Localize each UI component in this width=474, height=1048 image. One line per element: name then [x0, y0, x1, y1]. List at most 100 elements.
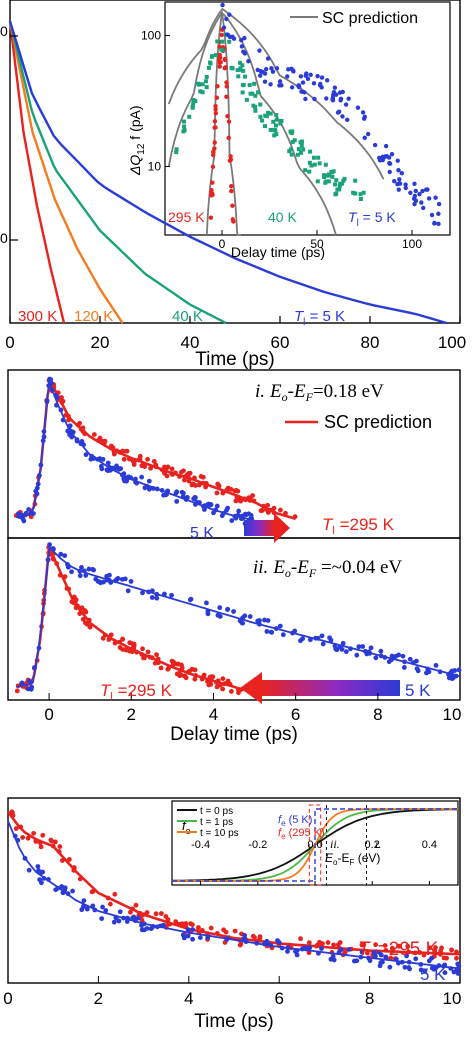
bii-point-1 [95, 579, 101, 584]
inset-point-2 [338, 98, 343, 103]
inset-point-2 [308, 72, 313, 78]
inset-point-1 [295, 152, 300, 157]
inset-point-0 [212, 125, 217, 130]
bii-point-1 [300, 636, 306, 642]
bii-point-1 [231, 609, 236, 614]
inset-point-1 [244, 97, 249, 102]
c-point-1 [197, 935, 203, 941]
bii-point-1 [354, 652, 360, 658]
inset-label-5k-T: T [348, 209, 358, 225]
inset-point-1 [220, 39, 225, 44]
bii-point-1 [242, 613, 248, 619]
inset-point-1 [299, 143, 304, 148]
inset-point-2 [318, 81, 323, 87]
c-point-0 [153, 911, 159, 917]
bi-fit-0 [15, 379, 296, 521]
bii-point-0 [82, 620, 88, 626]
inset-point-0 [213, 103, 218, 109]
inset-point-0 [222, 56, 228, 62]
bii-roman: ii. [253, 557, 268, 578]
bi-sub1: o [282, 390, 288, 404]
inset-point-1 [325, 173, 330, 178]
bii-fit-0 [16, 543, 255, 695]
c-point-0 [179, 921, 185, 927]
bii-point-1 [328, 637, 334, 643]
ci-xlabel-sub1: o [333, 858, 338, 867]
inset-point-1 [311, 155, 316, 160]
bi-sub2: F [305, 390, 314, 404]
c-point-1 [124, 919, 130, 924]
inset-point-2 [412, 201, 417, 207]
bii-point-1 [104, 573, 110, 579]
c-point-0 [335, 942, 341, 948]
bii-point-1 [373, 655, 379, 661]
inset-point-2 [392, 179, 397, 184]
bi-point-0 [216, 483, 222, 489]
inset-point-2 [429, 212, 435, 218]
bi-fit-1 [16, 381, 255, 522]
bii-point-1 [433, 662, 439, 668]
inset-point-1 [208, 60, 213, 65]
bii-point-1 [169, 592, 174, 598]
bii-point-1 [62, 553, 68, 559]
bii-point-1 [79, 564, 84, 570]
label-40k: 40 K [172, 308, 203, 325]
c-point-1 [306, 945, 312, 951]
bii-point-1 [205, 611, 211, 617]
inset-point-1 [241, 68, 246, 73]
bi-gradient-arrow-body [244, 520, 274, 536]
c-point-0 [25, 835, 31, 841]
inset-point-2 [436, 201, 442, 207]
bii-point-1 [149, 595, 155, 600]
inset-point-2 [399, 171, 404, 176]
inset-xtick-labels: 0 50 100 [219, 237, 423, 251]
c-point-0 [20, 835, 26, 840]
inset-point-2 [436, 221, 441, 227]
c-point-0 [359, 942, 365, 948]
inset-ylabel-sub: 12 [136, 143, 147, 155]
panel-a-ytick-top: 0 [0, 23, 8, 39]
c-point-1 [451, 969, 457, 975]
inset-point-1 [252, 81, 257, 86]
inset-label-295k: 295 K [168, 209, 205, 225]
inset-point-1 [307, 160, 312, 165]
bii-point-1 [368, 645, 374, 651]
inset-point-1 [333, 182, 338, 187]
inset-point-2 [360, 110, 366, 115]
inset-point-2 [225, 32, 230, 37]
c-point-0 [449, 947, 454, 953]
c-point-0 [396, 943, 402, 949]
inset-point-1 [274, 117, 279, 122]
inset-point-2 [296, 83, 301, 88]
inset-point-2 [387, 161, 393, 166]
c-point-0 [190, 922, 195, 928]
inset-point-1 [288, 129, 293, 134]
inset-point-0 [223, 65, 228, 70]
inset-point-1 [322, 174, 327, 179]
c-point-1 [185, 933, 191, 939]
inset-legend-text: SC prediction [322, 10, 418, 27]
bii-point-0 [229, 689, 234, 694]
inset-point-1 [292, 138, 297, 143]
inset-point-2 [361, 116, 367, 121]
bii-point-1 [217, 614, 223, 619]
bii-point-1 [247, 614, 253, 619]
inset-point-2 [395, 158, 400, 163]
bi-point-1 [173, 490, 179, 496]
inset-point-2 [324, 78, 330, 83]
bi-point-1 [83, 452, 89, 458]
bii-gradient-arrow-head [240, 672, 262, 704]
ci-step-295k [308, 804, 322, 886]
inset-point-2 [257, 48, 262, 53]
bi-point-0 [181, 468, 186, 474]
inset-xtick-label: 0 [219, 237, 226, 251]
inset-point-1 [358, 196, 363, 201]
inset-point-2 [311, 81, 317, 86]
inset-point-2 [220, 2, 225, 8]
inset-point-1 [253, 93, 258, 98]
inset-point-1 [187, 114, 192, 119]
inset-point-2 [433, 195, 438, 200]
inset-point-1 [204, 85, 209, 90]
c-point-0 [133, 902, 139, 908]
inset-point-1 [262, 124, 267, 129]
